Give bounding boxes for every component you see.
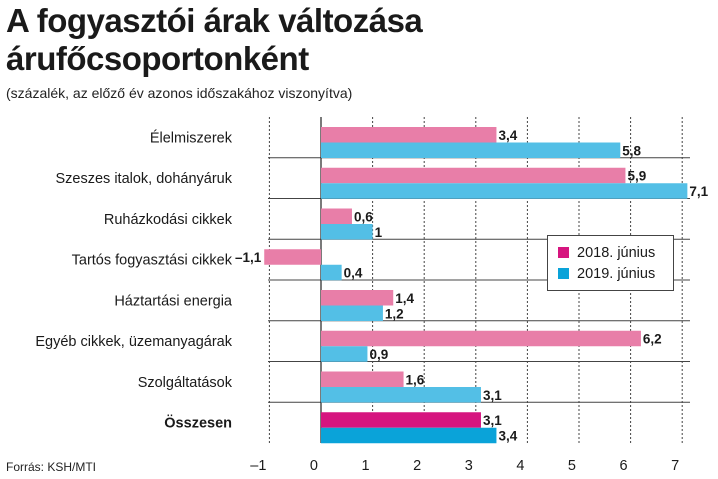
- category-label-ruhazkodasi-cikkek: Ruházkodási cikkek: [104, 212, 233, 228]
- value-label-2019-elelmiszerek: 5,8: [622, 143, 641, 158]
- x-tick-label-5: 4: [516, 458, 524, 474]
- bar-2019-haztartasi-energia: [321, 305, 383, 321]
- legend-swatch-2018: [558, 247, 569, 258]
- category-label-osszesen: Összesen: [164, 415, 232, 432]
- value-label-2018-szolgaltatasok: 1,6: [406, 372, 425, 387]
- bar-2019-elelmiszerek: [321, 142, 621, 158]
- x-tick-label-4: 3: [465, 458, 473, 474]
- bar-2018-egyeb-cikkek-uzemanyagarak: [321, 330, 641, 347]
- value-label-2019-ruhazkodasi-cikkek: 1: [375, 225, 383, 240]
- x-tick-label-3: 2: [413, 458, 421, 474]
- value-label-2018-haztartasi-energia: 1,4: [395, 291, 414, 306]
- x-tick-label-6: 5: [568, 458, 576, 474]
- source-note: Forrás: KSH/MTI: [6, 460, 97, 474]
- chart-title-line1: A fogyasztói árak változása: [6, 2, 423, 39]
- x-tick-label-0: –1: [250, 458, 266, 474]
- bar-2018-szolgaltatasok: [321, 371, 404, 387]
- category-label-haztartasi-energia: Háztartási energia: [114, 293, 233, 309]
- x-tick-label-7: 6: [620, 458, 628, 474]
- category-label-szolgaltatasok: Szolgáltatások: [138, 375, 233, 391]
- legend: 2018. június 2019. június: [547, 235, 674, 291]
- bar-2019-tartos-fogyasztasi-cikkek: [321, 264, 342, 281]
- chart-title: A fogyasztói árak változása árufőcsoport…: [6, 2, 423, 78]
- category-label-tartos-fogyasztasi-cikkek: Tartós fogyasztási cikkek: [72, 253, 233, 269]
- x-tick-label-8: 7: [671, 458, 679, 474]
- bar-2018-ruhazkodasi-cikkek: [321, 208, 352, 224]
- x-tick-label-2: 1: [362, 458, 370, 474]
- legend-item-2019: 2019. június: [558, 263, 673, 284]
- value-label-2019-osszesen: 3,4: [498, 429, 517, 444]
- value-label-2018-szeszes-italok-dohanyaruk: 5,9: [627, 169, 646, 184]
- category-label-elelmiszerek: Élelmiszerek: [150, 129, 233, 146]
- legend-label-2019: 2019. június: [577, 265, 656, 282]
- chart-subtitle: (százalék, az előző év azonos időszakáho…: [6, 85, 353, 101]
- value-label-2019-szeszes-italok-dohanyaruk: 7,1: [689, 184, 708, 199]
- chart-title-line2: árufőcsoportonként: [6, 40, 309, 77]
- value-label-2018-ruhazkodasi-cikkek: 0,6: [354, 209, 373, 224]
- bar-2019-szolgaltatasok: [321, 387, 481, 403]
- bar-2019-szeszes-italok-dohanyaruk: [321, 183, 688, 199]
- legend-swatch-2019: [558, 268, 569, 279]
- bar-2018-osszesen: [321, 412, 481, 428]
- bar-2019-egyeb-cikkek-uzemanyagarak: [321, 346, 368, 362]
- value-label-2018-osszesen: 3,1: [483, 413, 502, 428]
- value-label-2018-egyeb-cikkek-uzemanyagarak: 6,2: [643, 332, 662, 347]
- category-label-szeszes-italok-dohanyaruk: Szeszes italok, dohányáruk: [55, 171, 232, 187]
- value-label-2019-tartos-fogyasztasi-cikkek: 0,4: [344, 266, 363, 281]
- bar-2018-haztartasi-energia: [321, 290, 394, 306]
- bar-2019-osszesen: [321, 427, 497, 444]
- value-label-2018-tartos-fogyasztasi-cikkek: –1,1: [235, 250, 262, 265]
- bar-2018-tartos-fogyasztasi-cikkek: [264, 249, 321, 265]
- value-label-2019-egyeb-cikkek-uzemanyagarak: 0,9: [369, 347, 388, 362]
- bar-2018-szeszes-italok-dohanyaruk: [321, 167, 626, 184]
- bar-2019-ruhazkodasi-cikkek: [321, 224, 373, 240]
- legend-label-2018: 2018. június: [577, 244, 656, 261]
- value-label-2019-haztartasi-energia: 1,2: [385, 306, 404, 321]
- bar-2018-elelmiszerek: [321, 127, 497, 143]
- value-label-2018-elelmiszerek: 3,4: [498, 128, 517, 143]
- value-label-2019-szolgaltatasok: 3,1: [483, 388, 502, 403]
- legend-item-2018: 2018. június: [558, 242, 673, 263]
- x-tick-label-1: 0: [310, 458, 318, 474]
- category-label-egyeb-cikkek-uzemanyagarak: Egyéb cikkek, üzemanyagárak: [35, 334, 232, 350]
